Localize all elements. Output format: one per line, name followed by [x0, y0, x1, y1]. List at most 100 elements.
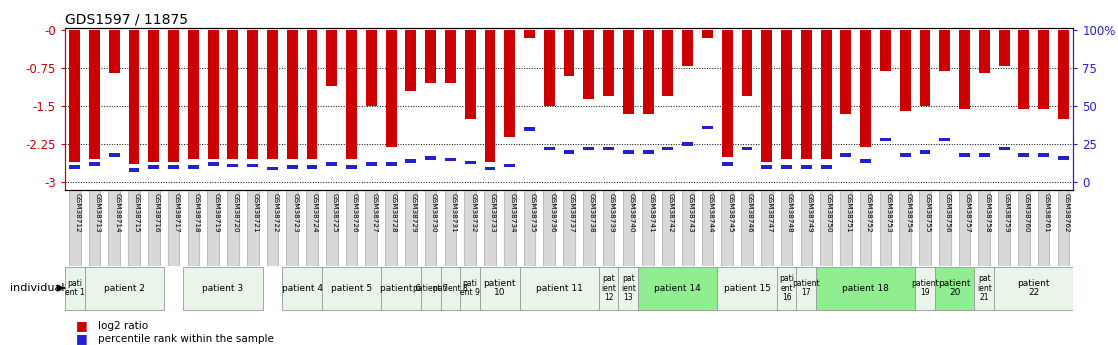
Text: GSM38741: GSM38741 [648, 193, 654, 233]
Text: GSM38723: GSM38723 [292, 193, 299, 233]
Text: GSM38731: GSM38731 [451, 193, 456, 233]
Text: GSM38714: GSM38714 [114, 193, 121, 233]
Text: GSM38754: GSM38754 [906, 193, 911, 233]
Text: GSM38725: GSM38725 [332, 193, 338, 233]
Bar [168, 30, 179, 162]
Bar [860, 30, 871, 147]
Text: GSM38739: GSM38739 [608, 193, 615, 233]
Bar [939, 138, 950, 141]
Bar [1058, 30, 1069, 119]
Bar [543, 147, 555, 150]
Text: GSM38713: GSM38713 [95, 193, 101, 233]
Bar [484, 167, 495, 170]
Text: GSM38746: GSM38746 [747, 193, 754, 233]
Bar [366, 30, 377, 106]
Bar [267, 167, 278, 170]
Bar [702, 126, 713, 129]
Bar [662, 190, 674, 266]
Bar [563, 30, 575, 76]
Bar [366, 190, 377, 266]
Text: GSM38762: GSM38762 [1063, 193, 1070, 233]
Text: GSM38735: GSM38735 [530, 193, 536, 233]
Bar [465, 161, 475, 164]
Text: GSM38759: GSM38759 [1004, 193, 1010, 233]
Text: GDS1597 / 11875: GDS1597 / 11875 [65, 12, 188, 27]
Text: GSM38753: GSM38753 [885, 193, 891, 233]
Text: GSM38755: GSM38755 [925, 193, 931, 233]
Bar [381, 267, 420, 309]
Text: GSM38729: GSM38729 [411, 193, 417, 233]
Bar [900, 30, 911, 111]
Text: GSM38756: GSM38756 [945, 193, 950, 233]
Bar [504, 164, 515, 167]
Bar [682, 190, 693, 266]
Bar [1018, 30, 1030, 109]
Bar [718, 267, 777, 309]
Bar [524, 127, 534, 131]
Bar [939, 30, 950, 71]
Text: GSM38761: GSM38761 [1043, 193, 1050, 233]
Text: GSM38726: GSM38726 [351, 193, 358, 233]
Bar [880, 138, 891, 141]
Bar [781, 165, 792, 169]
Bar [504, 190, 515, 266]
Bar [821, 165, 832, 169]
Bar [247, 190, 258, 266]
Bar [69, 190, 80, 266]
Bar [347, 30, 357, 159]
Bar [306, 190, 318, 266]
Bar [287, 165, 297, 169]
Bar [366, 162, 377, 166]
Bar [919, 150, 930, 154]
Bar [599, 267, 618, 309]
Bar [69, 30, 80, 162]
Text: patient 6: patient 6 [380, 284, 421, 293]
Text: GSM38745: GSM38745 [727, 193, 733, 233]
Text: patient 14: patient 14 [654, 284, 701, 293]
Bar [959, 153, 970, 157]
Text: pat
ient
21: pat ient 21 [977, 274, 992, 302]
Bar [623, 150, 634, 154]
Bar [663, 147, 673, 150]
Text: GSM38757: GSM38757 [965, 193, 970, 233]
Text: GSM38733: GSM38733 [490, 193, 496, 233]
Bar [188, 190, 199, 266]
Bar [420, 267, 440, 309]
Bar [563, 190, 575, 266]
Bar [979, 30, 989, 73]
Text: GSM38721: GSM38721 [253, 193, 258, 233]
Bar [85, 267, 163, 309]
Bar [406, 30, 416, 91]
Bar [386, 190, 397, 266]
Text: GSM38730: GSM38730 [430, 193, 437, 233]
Bar [584, 147, 595, 150]
Bar [1038, 190, 1050, 266]
Bar [1018, 190, 1030, 266]
Text: patient
22: patient 22 [1017, 279, 1050, 297]
Text: GSM38734: GSM38734 [510, 193, 515, 233]
Text: GSM38747: GSM38747 [767, 193, 773, 233]
Bar [267, 30, 278, 159]
Bar [563, 150, 575, 154]
Bar [860, 159, 871, 162]
Bar [663, 30, 673, 96]
Text: patient 18: patient 18 [842, 284, 889, 293]
Bar [168, 190, 179, 266]
Bar [65, 267, 85, 309]
Text: GSM38752: GSM38752 [865, 193, 872, 233]
Text: GSM38751: GSM38751 [846, 193, 852, 233]
Bar [227, 30, 238, 159]
Text: GSM38727: GSM38727 [371, 193, 378, 233]
Text: percentile rank within the sample: percentile rank within the sample [98, 334, 274, 344]
Bar [543, 30, 555, 106]
Bar [188, 165, 199, 169]
Bar [347, 165, 357, 169]
Bar [227, 164, 238, 167]
Bar [777, 267, 796, 309]
Bar [149, 30, 159, 162]
Bar [643, 150, 654, 154]
Bar [1058, 190, 1069, 266]
Bar [445, 190, 456, 266]
Text: patient 15: patient 15 [723, 284, 770, 293]
Bar [207, 190, 219, 266]
